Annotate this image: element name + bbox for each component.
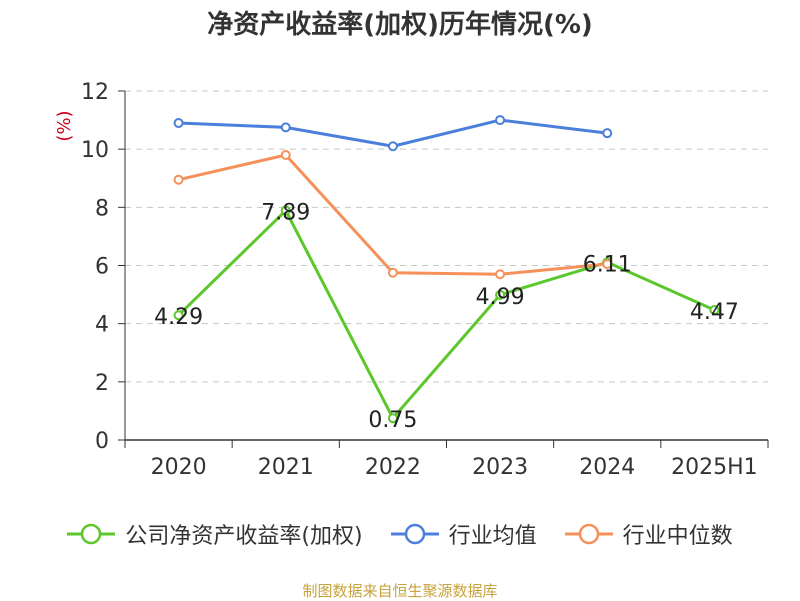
x-tick-label: 2022 [365,455,421,480]
x-tick-label: 2023 [472,455,528,480]
source-note: 制图数据来自恒生聚源数据库 [302,582,498,600]
series-line [177,209,716,420]
data-label: 4.29 [154,305,203,330]
data-point [280,205,291,216]
legend-line-icon [564,523,613,545]
chart-title: 净资产收益率(加权)历年情况(%) [207,10,593,40]
x-tick-label: 2025H1 [671,455,758,480]
legend-item[interactable]: 行业均值 [390,518,537,550]
x-tick-label: 2021 [258,455,314,480]
data-point [495,115,506,126]
data-label: 4.47 [690,300,739,325]
data-point [173,117,184,128]
data-point [387,141,398,152]
data-point [602,259,613,270]
data-point [280,122,291,133]
series-line [178,153,608,276]
legend-line-icon [67,523,116,545]
legend-label: 公司净资产收益率(加权) [125,524,363,549]
y-tick-label: 4 [95,313,109,338]
data-label: 7.89 [261,201,310,226]
legend-marker [404,523,425,545]
data-point [173,310,184,321]
y-axis-label: (%) [54,110,75,141]
y-tick-label: 10 [81,138,109,163]
data-labels: 4.29 7.89 0.75 4.99 6.11 4.47 [154,201,739,434]
data-point [387,413,398,424]
legend-marker [578,523,599,545]
legend-label: 行业中位数 [622,524,733,549]
data-point [387,267,398,278]
data-label: 4.99 [476,285,525,310]
x-tick-label: 2020 [151,455,207,480]
legend-line-icon [390,523,439,545]
data-point [280,149,291,160]
axes: 0 2 4 6 8 10 12 2020 2021 2022 2023 2024 2025H1 (%) [54,80,769,480]
data-point [495,269,506,280]
data-label: 0.75 [368,408,417,433]
legend-label: 行业均值 [448,524,537,549]
y-tick-label: 12 [81,80,109,105]
legend-item[interactable]: 行业中位数 [564,518,733,550]
y-tick-label: 8 [95,196,109,221]
data-point [709,304,720,315]
data-point [602,128,613,139]
x-tick-label: 2024 [579,455,635,480]
data-point [173,174,184,185]
series-lines [173,115,720,424]
y-tick-label: 0 [95,429,109,454]
data-point [495,289,506,300]
data-label: 6.11 [583,252,632,277]
y-tick-label: 6 [95,255,109,280]
legend-item[interactable]: 公司净资产收益率(加权) [67,518,363,550]
legend: 公司净资产收益率(加权) 行业均值 行业中位数 [0,518,800,550]
grid-lines [125,90,768,383]
y-tick-label: 2 [95,371,109,396]
legend-marker [81,523,102,545]
